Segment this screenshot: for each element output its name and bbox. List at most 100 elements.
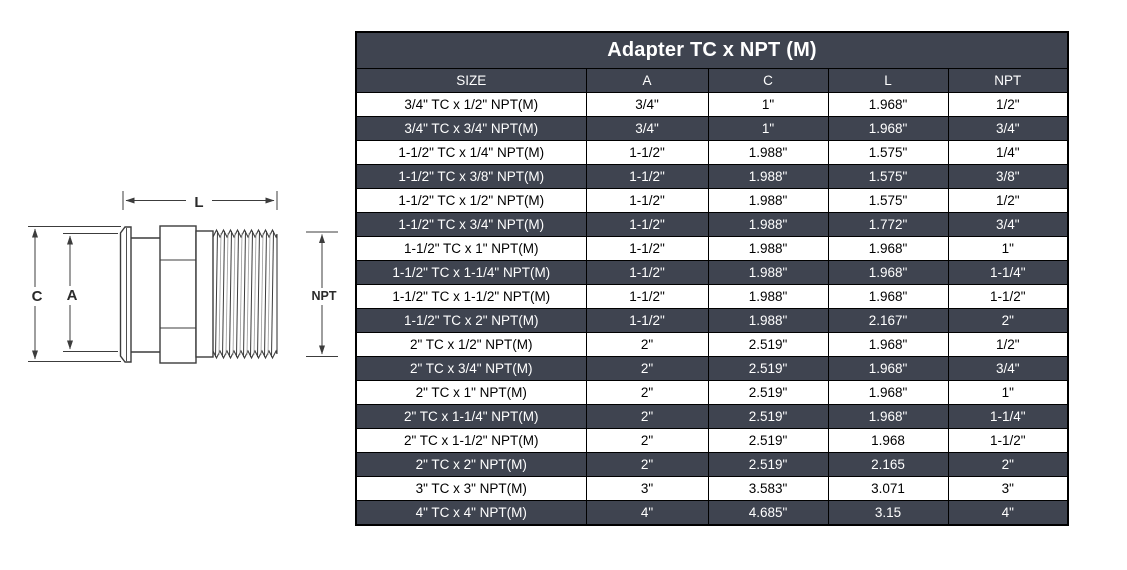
table-cell: 1.968" [827, 116, 949, 141]
column-header-size: SIZE [355, 68, 587, 93]
table-cell: 2.165 [827, 452, 949, 477]
dim-label-length: L [186, 193, 212, 212]
table-cell: 1-1/2" TC x 1" NPT(M) [355, 236, 587, 261]
table-cell: 1" [707, 92, 829, 117]
column-header-l: L [827, 68, 949, 93]
table-cell: 1-1/2" [585, 140, 709, 165]
table-cell: 2" TC x 1/2" NPT(M) [355, 332, 587, 357]
table-cell: 3/4" TC x 1/2" NPT(M) [355, 92, 587, 117]
table-cell: 1-1/2" [585, 284, 709, 309]
table-cell: 1.988" [707, 140, 829, 165]
table-cell: 2.519" [707, 428, 829, 453]
table-cell: 1" [947, 236, 1069, 261]
table-row: 1-1/2" TC x 2" NPT(M) 1-1/2" 1.988" 2.167" 2… [355, 308, 1069, 333]
table-title: Adapter TC x NPT (M) [355, 31, 1069, 69]
table-cell: 1-1/2" TC x 3/8" NPT(M) [355, 164, 587, 189]
table-row: 3/4" TC x 3/4" NPT(M) 3/4" 1" 1.968" 3/4" [355, 116, 1069, 141]
table-cell: 2" [585, 380, 709, 405]
table-cell: 3/4" [585, 92, 709, 117]
table-cell: 1-1/2" [585, 212, 709, 237]
dim-label-outer-diameter: C [26, 287, 48, 306]
table-cell: 1.575" [827, 140, 949, 165]
table-body: 3/4" TC x 1/2" NPT(M) 3/4" 1" 1.968" 1/2" 3/4… [355, 92, 1069, 526]
table-cell: 1/2" [947, 188, 1069, 213]
table-cell: 1-1/2" TC x 1-1/4" NPT(M) [355, 260, 587, 285]
table-cell: 3" [585, 476, 709, 501]
table-cell: 2" [947, 308, 1069, 333]
table-row: 1-1/2" TC x 1/2" NPT(M) 1-1/2" 1.988" 1.575… [355, 188, 1069, 213]
table-row: 1-1/2" TC x 1-1/2" NPT(M) 1-1/2" 1.988" 1.9… [355, 284, 1069, 309]
table-cell: 1.575" [827, 188, 949, 213]
table-row: 2" TC x 1-1/4" NPT(M) 2" 2.519" 1.968" 1-1/4… [355, 404, 1069, 429]
table-row: 2" TC x 1" NPT(M) 2" 2.519" 1.968" 1" [355, 380, 1069, 405]
table-row: 1-1/2" TC x 1-1/4" NPT(M) 1-1/2" 1.988" 1.9… [355, 260, 1069, 285]
table-row: 2" TC x 1-1/2" NPT(M) 2" 2.519" 1.968 1-1/2" [355, 428, 1069, 453]
table-cell: 2.167" [827, 308, 949, 333]
spec-table: Adapter TC x NPT (M) SIZE A C L NPT 3/4"… [355, 31, 1070, 526]
column-header-npt: NPT [947, 68, 1069, 93]
table-cell: 1.968" [827, 260, 949, 285]
table-cell: 1-1/2" [585, 308, 709, 333]
table-cell: 1-1/2" [947, 428, 1069, 453]
table-row: 2" TC x 2" NPT(M) 2" 2.519" 2.165 2" [355, 452, 1069, 477]
table-cell: 3" [947, 476, 1069, 501]
table-cell: 2" [585, 404, 709, 429]
table-row: 1-1/2" TC x 1" NPT(M) 1-1/2" 1.988" 1.968" 1… [355, 236, 1069, 261]
table-row: 2" TC x 1/2" NPT(M) 2" 2.519" 1.968" 1/2" [355, 332, 1069, 357]
table-cell: 3/4" TC x 3/4" NPT(M) [355, 116, 587, 141]
table-cell: 1.988" [707, 212, 829, 237]
table-cell: 4" TC x 4" NPT(M) [355, 500, 587, 526]
column-header-row: SIZE A C L NPT [355, 68, 1069, 93]
table-cell: 1-1/2" [585, 188, 709, 213]
table-cell: 2.519" [707, 452, 829, 477]
table-cell: 1.988" [707, 284, 829, 309]
table-cell: 1-1/4" [947, 260, 1069, 285]
table-cell: 1/2" [947, 92, 1069, 117]
table-cell: 2" TC x 3/4" NPT(M) [355, 356, 587, 381]
table-cell: 1.988" [707, 188, 829, 213]
table-cell: 1-1/2" TC x 1-1/2" NPT(M) [355, 284, 587, 309]
table-cell: 1.968" [827, 404, 949, 429]
table-cell: 4" [585, 500, 709, 526]
table-cell: 1.575" [827, 164, 949, 189]
table-cell: 2" TC x 2" NPT(M) [355, 452, 587, 477]
table-cell: 1.968" [827, 356, 949, 381]
column-header-c: C [707, 68, 829, 93]
table-cell: 2.519" [707, 356, 829, 381]
table-cell: 2" [585, 428, 709, 453]
table-cell: 1.968" [827, 92, 949, 117]
table-cell: 3/4" [947, 116, 1069, 141]
dim-label-thread: NPT [304, 288, 344, 305]
table-cell: 1-1/2" TC x 3/4" NPT(M) [355, 212, 587, 237]
table-cell: 1-1/2" [947, 284, 1069, 309]
table-row: 3/4" TC x 1/2" NPT(M) 3/4" 1" 1.968" 1/2" [355, 92, 1069, 117]
table-title-row: Adapter TC x NPT (M) [355, 31, 1069, 69]
table-cell: 1" [707, 116, 829, 141]
table-cell: 1/2" [947, 332, 1069, 357]
table-cell: 1.968" [827, 284, 949, 309]
table-cell: 1.772" [827, 212, 949, 237]
table-cell: 3.583" [707, 476, 829, 501]
table-row: 2" TC x 3/4" NPT(M) 2" 2.519" 1.968" 3/4" [355, 356, 1069, 381]
table-cell: 1.968" [827, 332, 949, 357]
table-cell: 2" TC x 1-1/2" NPT(M) [355, 428, 587, 453]
table-cell: 2" [947, 452, 1069, 477]
table-cell: 3/4" [585, 116, 709, 141]
table-cell: 1-1/2" TC x 1/4" NPT(M) [355, 140, 587, 165]
table-cell: 2.519" [707, 404, 829, 429]
fitting-drawing [28, 191, 338, 364]
table-cell: 2.519" [707, 332, 829, 357]
table-row: 1-1/2" TC x 3/8" NPT(M) 1-1/2" 1.988" 1.575… [355, 164, 1069, 189]
fitting-outline [119, 225, 214, 364]
table-cell: 3" TC x 3" NPT(M) [355, 476, 587, 501]
dim-label-inner-diameter: A [61, 286, 83, 305]
table-cell: 1-1/2" [585, 260, 709, 285]
table-row: 1-1/2" TC x 3/4" NPT(M) 1-1/2" 1.988" 1.772… [355, 212, 1069, 237]
table-cell: 3.15 [827, 500, 949, 526]
npt-threads [212, 228, 278, 360]
table-cell: 3/4" [947, 356, 1069, 381]
table-cell: 1.988" [707, 164, 829, 189]
table-cell: 2.519" [707, 380, 829, 405]
table-cell: 3/8" [947, 164, 1069, 189]
